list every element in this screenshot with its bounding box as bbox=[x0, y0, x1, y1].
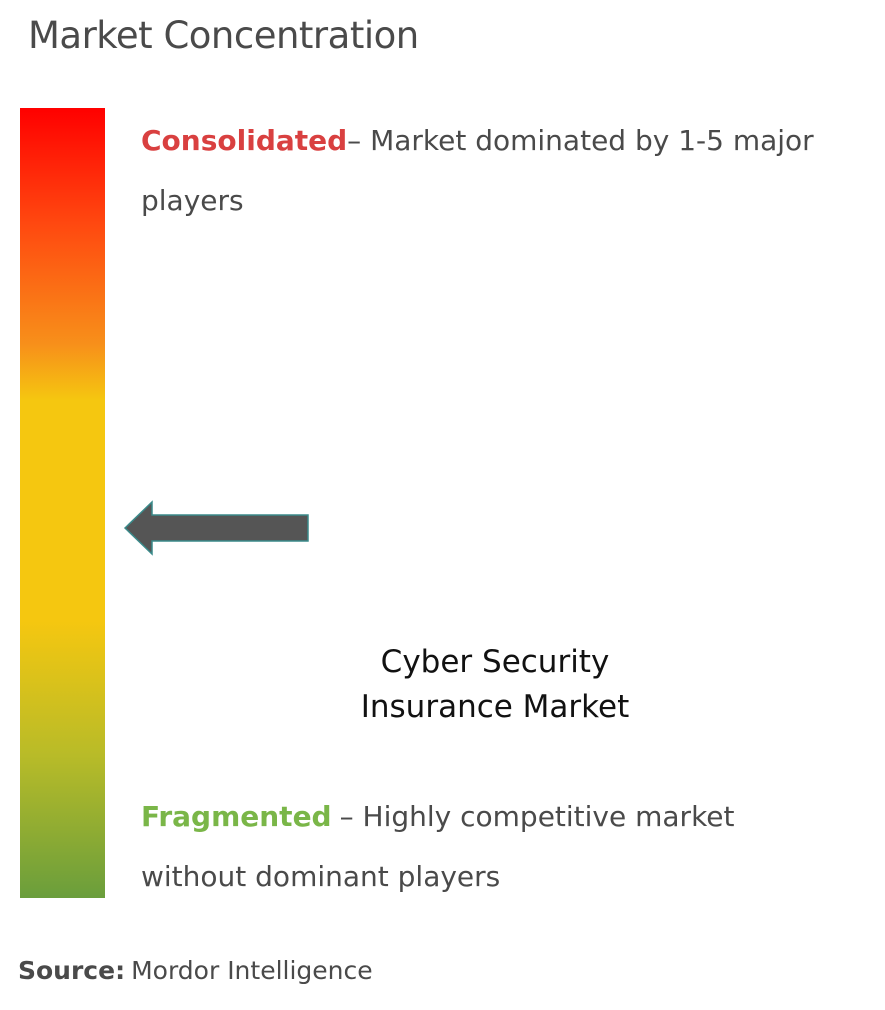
fragmented-label: Fragmented bbox=[141, 800, 332, 833]
fragmented-text: Fragmented – Highly competitive market wi… bbox=[141, 787, 841, 907]
market-name: Cyber Security Insurance Market bbox=[300, 640, 690, 730]
indicator-arrow bbox=[123, 500, 309, 556]
market-line: Cyber Security bbox=[380, 644, 610, 680]
consolidated-description: – Market dominated by 1-5 major players bbox=[141, 124, 814, 217]
concentration-scale bbox=[20, 108, 105, 898]
consolidated-text: Consolidated– Market dominated by 1-5 ma… bbox=[141, 111, 841, 231]
title: Market Concentration bbox=[28, 14, 419, 57]
source-label: Source: bbox=[18, 956, 126, 985]
fragmented-description: – Highly competitive market without domi… bbox=[141, 800, 735, 893]
source-value: Mordor Intelligence bbox=[131, 956, 373, 985]
market-line: Insurance Market bbox=[360, 689, 630, 725]
consolidated-label: Consolidated bbox=[141, 124, 348, 157]
source: Source: Mordor Intelligence bbox=[18, 956, 373, 985]
